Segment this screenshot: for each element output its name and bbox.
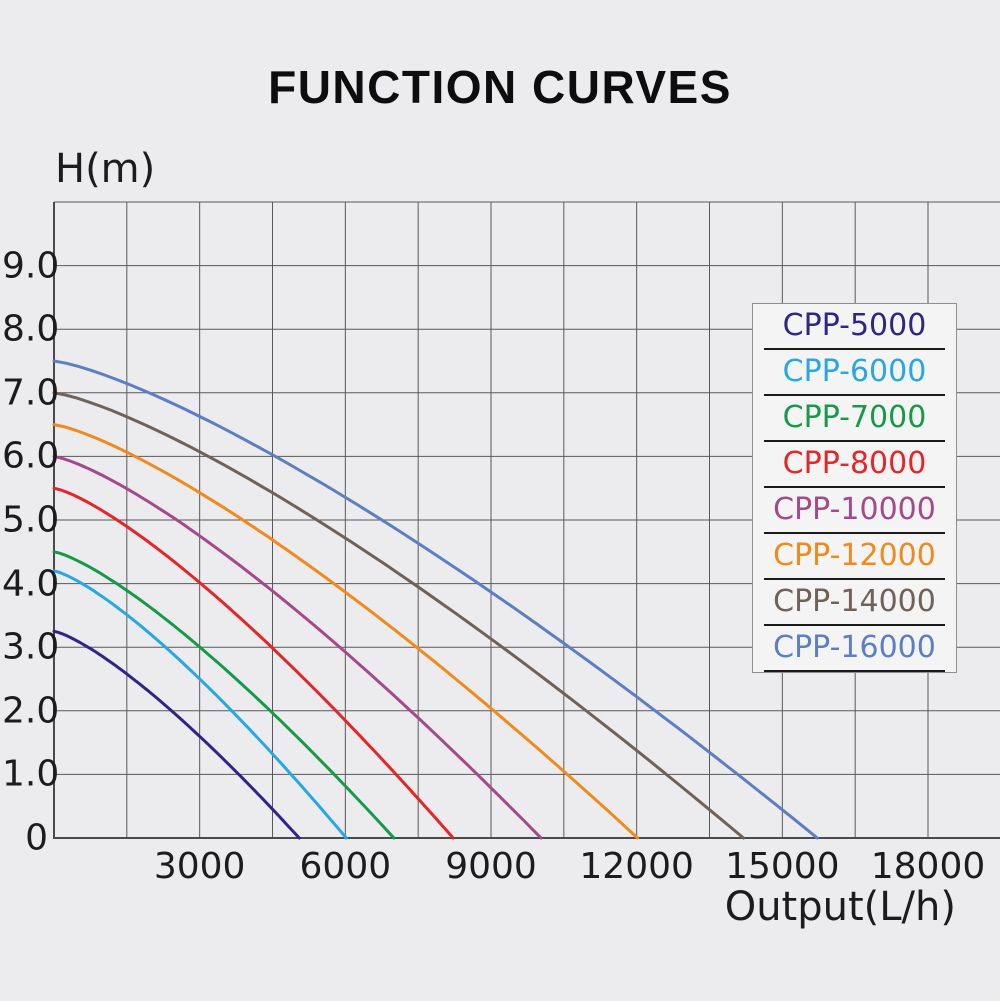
x-tick-label-6000: 6000 <box>299 846 392 887</box>
legend-item-cpp-7000: CPP-7000 <box>764 396 945 442</box>
y-tick-label-5.0: 5.0 <box>2 499 60 541</box>
curve-cpp-7000 <box>52 550 396 840</box>
x-tick-label-15000: 15000 <box>725 846 840 887</box>
curve-cpp-12000 <box>52 423 640 840</box>
x-tick-label-9000: 9000 <box>445 846 537 887</box>
y-tick-label-1.0: 1.0 <box>2 753 60 795</box>
x-axis-title: Output(L/h) <box>724 884 956 930</box>
y-tick-label-7.0: 7.0 <box>2 372 60 414</box>
curve-cpp-5000 <box>52 629 301 840</box>
y-tick-label-9.0: 9.0 <box>2 245 60 287</box>
legend-item-cpp-5000: CPP-5000 <box>764 304 945 350</box>
y-tick-label-2.0: 2.0 <box>2 690 60 732</box>
y-tick-label-6.0: 6.0 <box>2 435 60 477</box>
chart-title: FUNCTION CURVES <box>268 61 732 113</box>
curve-cpp-8000 <box>52 486 455 840</box>
y-axis-title: H(m) <box>55 146 156 192</box>
y-tick-label-3.0: 3.0 <box>2 626 60 668</box>
x-tick-label-12000: 12000 <box>579 846 694 887</box>
y-tick-label-4.0: 4.0 <box>2 563 60 605</box>
legend-item-cpp-6000: CPP-6000 <box>764 350 945 396</box>
curve-cpp-6000 <box>52 569 348 840</box>
curve-cpp-10000 <box>52 454 543 840</box>
curve-cpp-16000 <box>52 359 819 840</box>
legend: CPP-5000 CPP-6000 CPP-7000 CPP-8000 CPP-1000… <box>752 303 957 673</box>
legend-item-cpp-12000: CPP-12000 <box>764 534 945 580</box>
y-tick-label-8.0: 8.0 <box>2 308 60 350</box>
legend-item-cpp-8000: CPP-8000 <box>764 442 945 488</box>
x-tick-label-3000: 3000 <box>153 846 246 887</box>
legend-item-cpp-14000: CPP-14000 <box>764 580 945 626</box>
legend-item-cpp-10000: CPP-10000 <box>764 488 945 534</box>
x-tick-label-18000: 18000 <box>870 846 986 887</box>
curve-cpp-14000 <box>52 391 745 840</box>
y-tick-label-0: 0 <box>25 817 48 859</box>
legend-item-cpp-16000: CPP-16000 <box>764 626 945 672</box>
